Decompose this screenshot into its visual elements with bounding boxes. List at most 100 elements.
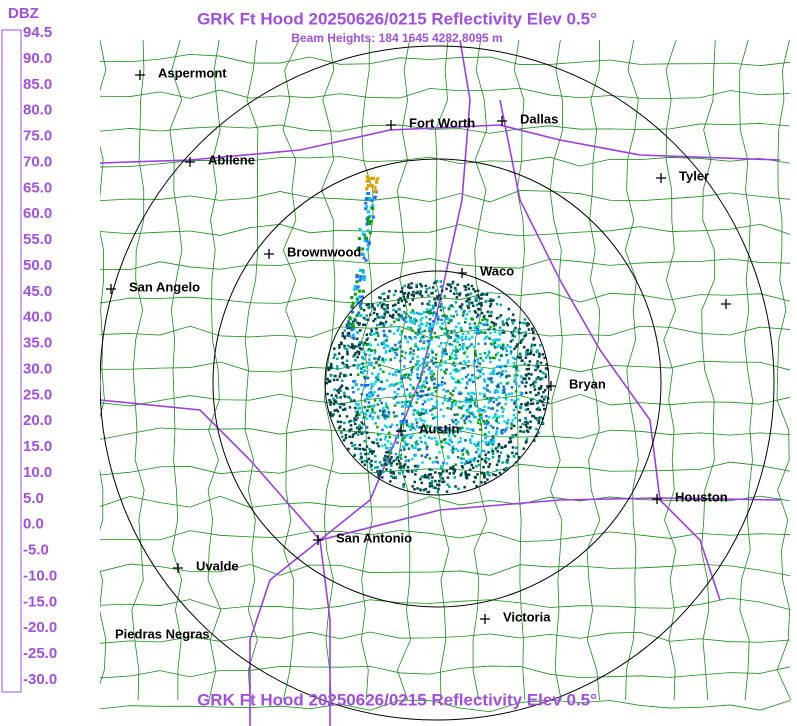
echo — [359, 329, 362, 332]
echo — [416, 465, 419, 469]
echo — [397, 387, 400, 391]
legend-label: 50.0 — [23, 257, 52, 274]
echo — [414, 418, 418, 421]
city-marker — [480, 614, 490, 624]
echo — [422, 311, 426, 314]
echo — [537, 420, 541, 423]
echo — [379, 469, 382, 473]
echo — [424, 393, 428, 397]
echo — [342, 363, 346, 366]
echo — [480, 368, 484, 371]
echo — [363, 439, 366, 443]
echo — [405, 400, 409, 403]
echo — [375, 438, 379, 441]
echo — [419, 290, 422, 293]
echo — [430, 437, 433, 440]
echo — [496, 450, 499, 453]
echo — [536, 401, 539, 405]
echo — [435, 403, 439, 406]
echo — [327, 366, 330, 370]
echo — [537, 406, 540, 410]
echo — [485, 299, 488, 303]
echo — [446, 283, 449, 286]
echo — [367, 401, 371, 404]
echo — [452, 425, 455, 429]
echo — [534, 417, 537, 420]
echo — [519, 353, 522, 356]
echo — [511, 338, 514, 342]
echo — [356, 331, 360, 334]
echo — [333, 388, 336, 391]
echo — [527, 322, 530, 326]
echo — [340, 356, 344, 360]
county-line — [244, 39, 259, 701]
echo — [471, 435, 474, 438]
echo — [460, 303, 464, 306]
echo — [411, 356, 414, 359]
echo — [427, 490, 431, 494]
echo — [465, 477, 469, 480]
echo — [364, 318, 367, 321]
echo — [334, 394, 338, 397]
echo — [342, 408, 345, 412]
echo — [423, 347, 426, 350]
city-marker — [721, 299, 731, 309]
echo — [356, 447, 359, 450]
echo — [408, 425, 411, 428]
echo — [439, 364, 443, 367]
echo — [506, 461, 509, 464]
echo — [363, 323, 367, 326]
echo — [392, 397, 395, 400]
echo — [359, 277, 363, 280]
echo — [357, 430, 361, 433]
county-line — [99, 87, 791, 99]
echo — [507, 307, 511, 311]
echo — [446, 335, 450, 338]
echo — [420, 294, 424, 298]
echo — [428, 485, 432, 488]
echo — [441, 402, 445, 405]
echo — [421, 362, 425, 365]
reflectivity — [325, 175, 552, 494]
echo — [358, 413, 361, 416]
echo — [403, 376, 406, 379]
echo — [361, 362, 364, 365]
echo — [356, 285, 360, 289]
echo — [444, 438, 447, 441]
legend-label: -30.0 — [23, 671, 57, 688]
echo — [367, 457, 370, 461]
echo — [503, 391, 506, 394]
echo — [328, 399, 331, 402]
echo — [433, 331, 437, 335]
echo — [448, 435, 451, 438]
echo — [465, 417, 468, 420]
echo — [475, 444, 478, 448]
echo — [368, 305, 371, 309]
echo — [444, 317, 447, 320]
echo — [343, 344, 346, 348]
echo — [467, 392, 470, 395]
echo — [466, 409, 469, 412]
echo — [417, 412, 421, 415]
echo — [384, 309, 387, 312]
echo — [441, 354, 444, 358]
echo — [536, 393, 540, 396]
echo — [338, 414, 342, 418]
echo — [478, 375, 482, 378]
echo — [525, 368, 529, 371]
echo — [377, 387, 381, 391]
echo — [376, 334, 380, 337]
echo — [495, 385, 499, 388]
echo — [501, 364, 504, 368]
echo — [442, 431, 445, 435]
echo — [413, 317, 416, 321]
echo — [523, 345, 526, 349]
echo — [511, 319, 514, 322]
echo — [399, 462, 402, 465]
echo — [526, 408, 530, 411]
echo — [407, 291, 411, 295]
legend-label: -5.0 — [23, 542, 49, 559]
echo — [373, 190, 376, 194]
echo — [496, 351, 500, 355]
echo — [388, 459, 391, 462]
